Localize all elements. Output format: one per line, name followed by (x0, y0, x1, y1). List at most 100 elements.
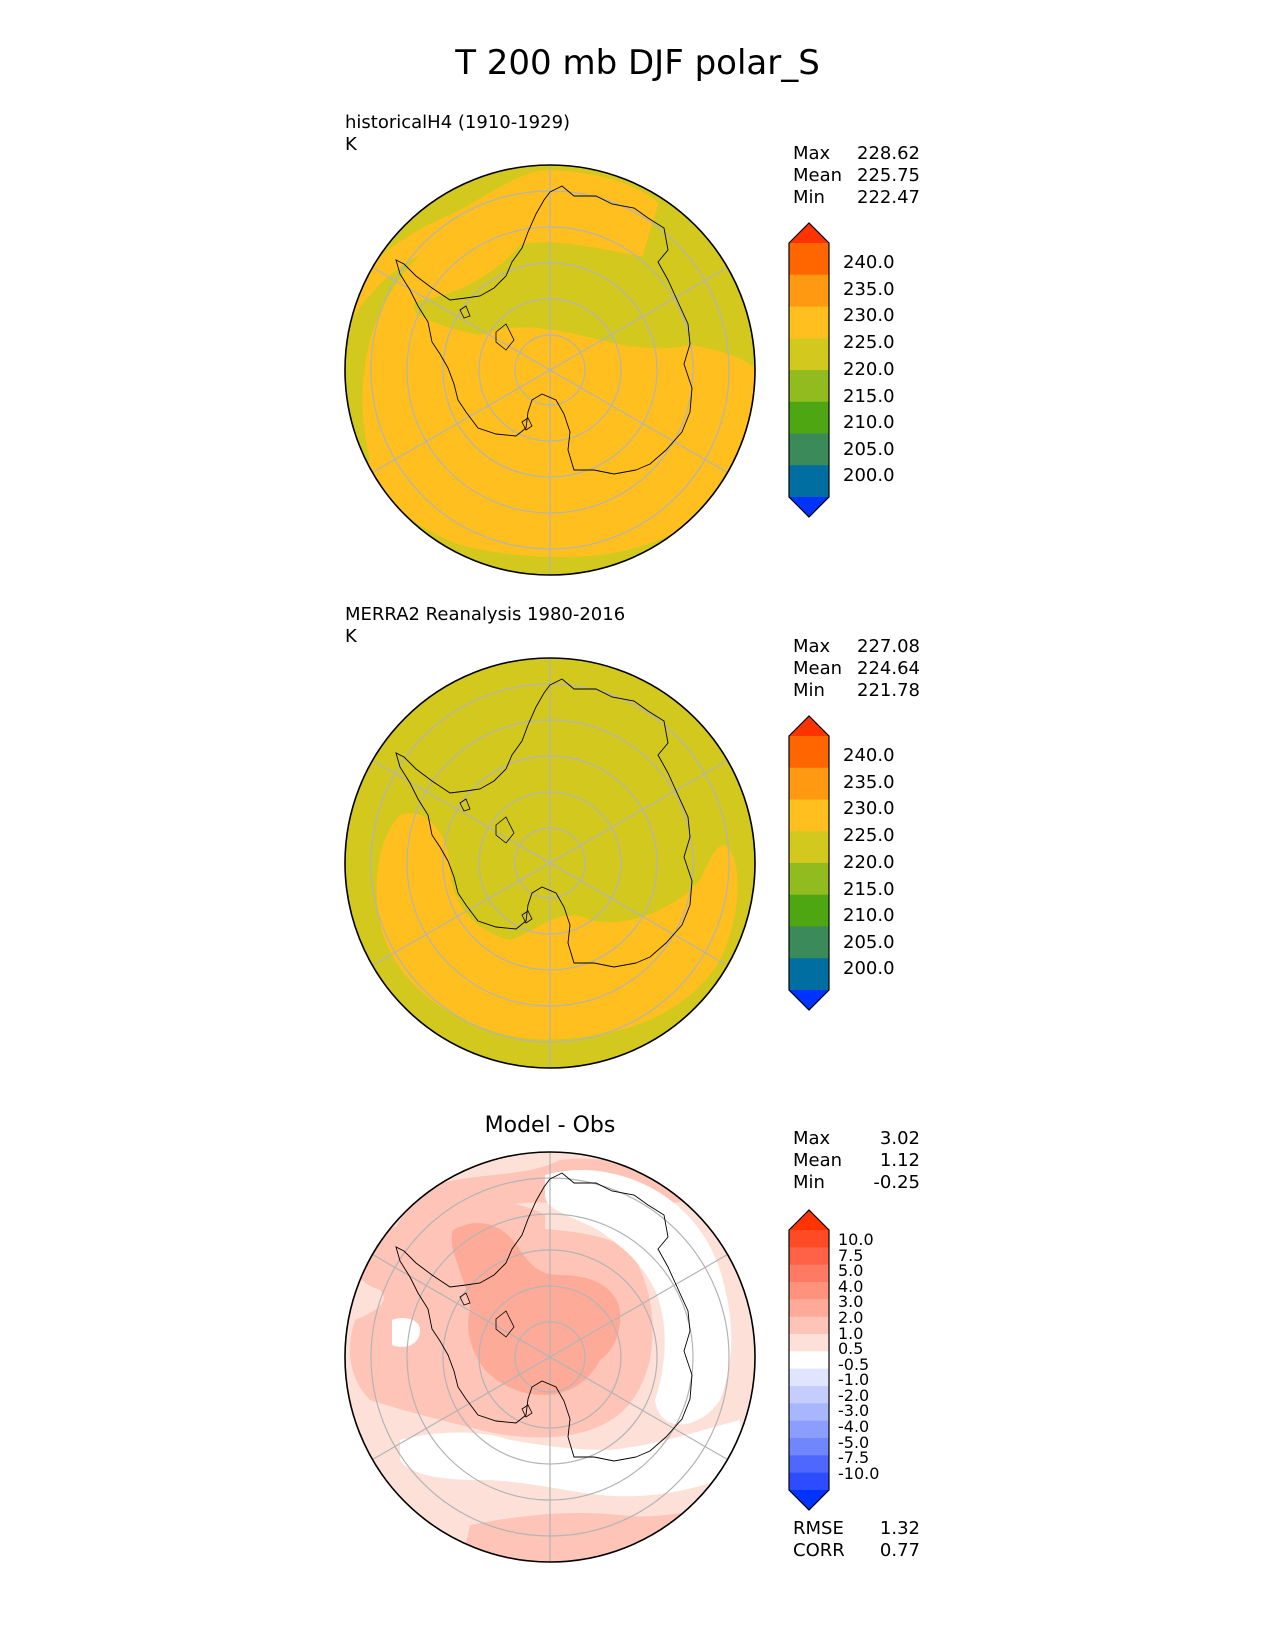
stat-label-mean: Mean (793, 165, 843, 186)
colorbar-label: -10.0 (838, 1464, 880, 1483)
colorbar-label: 215.0 (843, 879, 895, 900)
colorbar (788, 222, 830, 518)
colorbar-extend-min (789, 497, 829, 517)
colorbar-label: 200.0 (843, 465, 895, 486)
colorbar-segment (789, 1438, 829, 1456)
graticule (370, 1152, 730, 1562)
colorbar-label: -5.0 (838, 1433, 870, 1452)
colorbar-label: 220.0 (843, 359, 895, 380)
stat-value-min: 221.78 (857, 680, 920, 701)
colorbar-segment (789, 1351, 829, 1370)
metric-value-corr: 0.77 (879, 1540, 920, 1561)
stat-label-min: Min (793, 1172, 825, 1193)
stat-label-mean: Mean (793, 1150, 843, 1171)
colorbar-segment (789, 306, 829, 339)
colorbar-outline (788, 715, 830, 1011)
map-panel-reference (344, 657, 830, 1069)
colorbar-segment (789, 401, 829, 434)
colorbar-segment (789, 767, 829, 800)
colorbar-label: -1.0 (838, 1370, 870, 1389)
colorbar (788, 1209, 830, 1511)
stat-value-min: 222.47 (857, 187, 920, 208)
colorbar-segment (789, 736, 829, 769)
colorbar-label: 230.0 (843, 798, 895, 819)
colorbar-segment (789, 1472, 829, 1491)
colorbar-label: 200.0 (843, 958, 895, 979)
colorbar-label: 240.0 (843, 745, 895, 766)
colorbar-segment (789, 1334, 829, 1352)
colorbar-label: 235.0 (843, 279, 895, 300)
field-region-zero (400, 1420, 745, 1497)
panel-title-test: historicalH4 (1910-1929) (345, 112, 571, 133)
colorbar-label: 1.0 (838, 1324, 864, 1343)
stat-value-max: 3.02 (879, 1128, 920, 1149)
colorbar-label: 240.0 (843, 252, 895, 273)
colorbar-segment (789, 1368, 829, 1387)
colorbar-label: -4.0 (838, 1417, 870, 1436)
graticule (370, 165, 730, 575)
panel-title-reference: MERRA2 Reanalysis 1980-2016 (345, 604, 626, 625)
colorbar-outline (788, 1209, 830, 1511)
colorbar-segment (789, 465, 829, 498)
map-boundary (344, 164, 756, 576)
stat-label-max: Max (793, 143, 831, 164)
colorbar-label: 7.5 (838, 1246, 864, 1265)
colorbar-label: 210.0 (843, 905, 895, 926)
colorbar-segment (789, 1247, 829, 1266)
colorbar-label: 235.0 (843, 772, 895, 793)
colorbar-segment (789, 894, 829, 927)
colorbar-label: 3.0 (838, 1292, 864, 1311)
colorbar-segment (789, 1316, 829, 1335)
colorbar-segment (789, 243, 829, 276)
colorbar-extend-min (789, 990, 829, 1010)
map-boundary (344, 657, 756, 1069)
colorbar-label: -7.5 (838, 1448, 870, 1467)
colorbar-label: 2.0 (838, 1308, 864, 1327)
colorbar-segment (789, 274, 829, 307)
colorbar-label: 10.0 (838, 1230, 874, 1249)
colorbar-segment (789, 433, 829, 466)
panel-title-diff: Model - Obs (484, 1113, 616, 1138)
colorbar-segment (789, 1264, 829, 1283)
field-region-zero (392, 1318, 420, 1347)
colorbar-segment (789, 1230, 829, 1248)
colorbar-label: 4.0 (838, 1277, 864, 1296)
colorbar-segment (789, 1386, 829, 1404)
field-region-225-230 (376, 813, 738, 1040)
colorbar-label: 225.0 (843, 825, 895, 846)
colorbar-segment (789, 370, 829, 403)
stat-value-mean: 1.12 (879, 1150, 920, 1171)
stat-value-mean: 224.64 (857, 658, 920, 679)
field-region-1-2 (430, 1199, 545, 1230)
stat-label-max: Max (793, 1128, 831, 1149)
colorbar-label: 210.0 (843, 412, 895, 433)
colorbar-segment (789, 926, 829, 959)
colorbar-label: 0.5 (838, 1339, 864, 1358)
colorbar-label: 205.0 (843, 439, 895, 460)
stat-value-min: -0.25 (873, 1172, 920, 1193)
stat-value-max: 227.08 (857, 636, 920, 657)
colorbar-segment (789, 338, 829, 371)
stat-label-min: Min (793, 187, 825, 208)
colorbar-segment (789, 1420, 829, 1439)
colorbar-extend-max (789, 223, 829, 243)
colorbar-extend-min (789, 1490, 829, 1510)
panel-units-reference: K (345, 626, 357, 647)
colorbar-extend-max (789, 716, 829, 736)
colorbar-segment (789, 799, 829, 832)
colorbar-extend-max (789, 1210, 829, 1230)
colorbar-label: 225.0 (843, 332, 895, 353)
colorbar-segment (789, 1282, 829, 1300)
colorbar-label: 215.0 (843, 386, 895, 407)
colorbar-outline (788, 222, 830, 518)
stat-label-max: Max (793, 636, 831, 657)
figure-title: T 200 mb DJF polar_S (455, 43, 820, 83)
field-region-zero (545, 1170, 732, 1425)
panel-units-test: K (345, 134, 357, 155)
metric-label-rmse: RMSE (793, 1518, 844, 1539)
colorbar-segment (789, 1455, 829, 1474)
colorbar-segment (789, 1299, 829, 1318)
field-region-220-225 (345, 255, 420, 468)
metric-value-rmse: 1.32 (879, 1518, 920, 1539)
